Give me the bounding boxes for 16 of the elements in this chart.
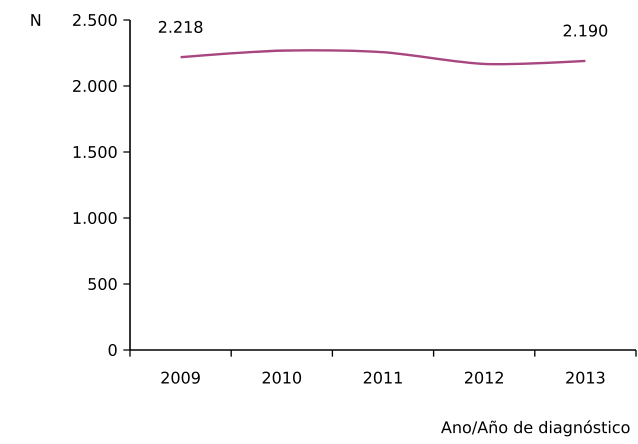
y-tick-label: 0 [108, 344, 117, 356]
y-tick-label: 2.500 [73, 14, 117, 26]
data-label: 2.218 [158, 20, 202, 33]
y-tick-label: 2.000 [73, 80, 117, 92]
data-label: 2.190 [564, 24, 608, 37]
y-tick-label: 500 [88, 278, 117, 290]
line-series [179, 49, 587, 66]
x-tick-label: 2009 [161, 372, 200, 384]
x-tick-label: 2013 [566, 372, 604, 384]
x-tick-label: 2010 [262, 372, 302, 384]
y-tick-label: 1.000 [74, 212, 117, 224]
y-axis-title: N [31, 14, 40, 26]
x-axis-title: Ano/Año de diagnóstico [441, 420, 630, 436]
x-tick-label: 2011 [364, 372, 402, 384]
x-tick-label: 2012 [465, 372, 503, 384]
y-tick-label: 1.500 [74, 146, 117, 158]
